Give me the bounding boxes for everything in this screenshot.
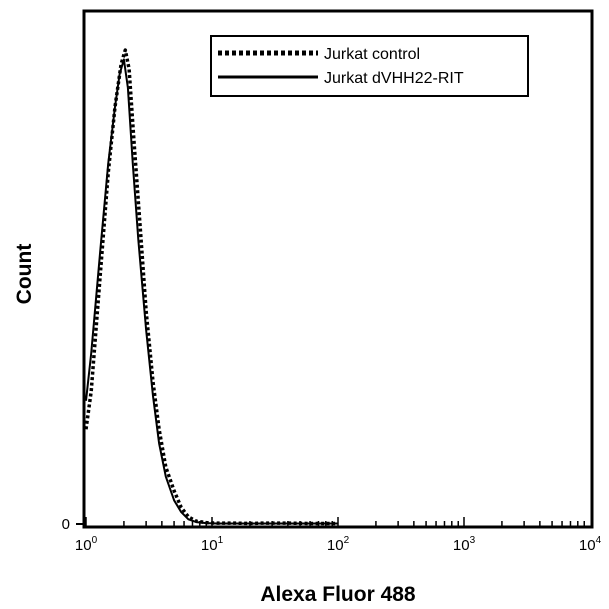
legend: Jurkat control Jurkat dVHH22-RIT [210,35,529,97]
y-axis-title: Count [13,244,36,305]
legend-label-jurkat-control: Jurkat control [324,46,420,63]
series-line-jurkat-control [84,48,338,526]
x-axis-ticks: 100 101 102 103 104 [75,517,602,554]
series-line-jurkat-dvhh22-rit [85,58,338,525]
x-tick-label: 101 [201,535,224,554]
y-axis-ticks: 0 [62,516,84,533]
x-tick-label: 104 [579,535,602,554]
x-tick-label: 100 [75,535,98,554]
legend-box [210,35,529,97]
x-tick-label: 103 [453,535,476,554]
y-tick-label: 0 [62,516,70,533]
x-axis-title: Alexa Fluor 488 [260,583,416,606]
x-tick-label: 102 [327,535,350,554]
legend-label-jurkat-dvhh22-rit: Jurkat dVHH22-RIT [324,70,464,87]
series-layer [84,48,338,526]
